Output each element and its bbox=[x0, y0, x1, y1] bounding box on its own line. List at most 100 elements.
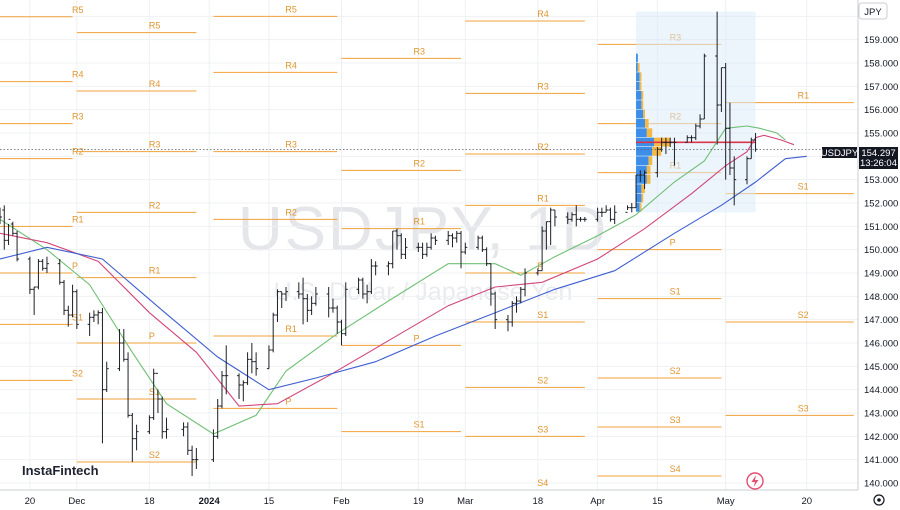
pivot-label: S1 bbox=[798, 182, 809, 192]
profile-bar bbox=[641, 91, 644, 100]
ohlc-bar bbox=[360, 277, 365, 299]
ohlc-bar bbox=[433, 235, 438, 245]
brand-logo: InstaFintech bbox=[22, 463, 99, 478]
last-price-value: 154.297 bbox=[861, 148, 895, 159]
watermark-subtitle: U.S. Dollar / Japanese Yen bbox=[274, 278, 573, 306]
ohlc-bar bbox=[313, 287, 318, 306]
profile-bar bbox=[637, 63, 640, 72]
profile-bar bbox=[641, 193, 644, 203]
ohlc-bar bbox=[689, 135, 694, 143]
x-tick-label: Apr bbox=[590, 496, 605, 507]
ohlc-bar bbox=[87, 312, 92, 336]
lightning-icon[interactable] bbox=[746, 472, 764, 490]
ohlc-bar bbox=[540, 226, 545, 272]
ohlc-bar bbox=[698, 114, 703, 129]
ohlc-bar bbox=[245, 352, 250, 385]
profile-bar bbox=[636, 81, 640, 91]
ohlc-bar bbox=[10, 221, 15, 236]
pivot-label: R4 bbox=[537, 9, 549, 19]
ohlc-bar bbox=[723, 63, 728, 180]
ohlc-bar bbox=[488, 263, 493, 306]
ohlc-bar bbox=[535, 268, 540, 276]
ohlc-bar bbox=[36, 259, 41, 290]
x-tick-label: 19 bbox=[413, 496, 424, 507]
ohlc-bar bbox=[484, 247, 489, 266]
chart-overlay: InstaFintech JPY USDJPY 154.297 13:26:04 bbox=[22, 2, 898, 506]
profile-bar bbox=[639, 203, 642, 212]
ohlc-bar bbox=[608, 207, 613, 222]
pivot-label: R3 bbox=[72, 112, 84, 122]
ohlc-bar bbox=[570, 212, 574, 222]
pivot-label: R4 bbox=[149, 79, 161, 89]
ohlc-bar bbox=[476, 235, 481, 250]
ohlc-bar bbox=[446, 231, 451, 245]
ohlc-bar bbox=[0, 207, 2, 224]
ohlc-bar bbox=[420, 242, 425, 259]
profile-bar bbox=[636, 165, 647, 175]
x-tick-label: Feb bbox=[333, 496, 349, 507]
pivot-label: R1 bbox=[413, 217, 425, 227]
indicator-line bbox=[0, 155, 807, 391]
ohlc-bar bbox=[335, 305, 340, 334]
y-tick-label: 143.000 bbox=[864, 409, 898, 420]
pivot-label: R5 bbox=[285, 4, 297, 14]
y-tick-label: 146.000 bbox=[864, 339, 898, 350]
profile-bar bbox=[641, 100, 644, 110]
ohlc-bar bbox=[727, 102, 732, 175]
profile-bar bbox=[636, 203, 640, 212]
currency-button[interactable]: JPY bbox=[858, 2, 888, 20]
ohlc-bar bbox=[663, 137, 668, 154]
ohlc-bar bbox=[745, 156, 750, 185]
y-tick-label: 157.000 bbox=[864, 82, 898, 93]
x-tick-label: 18 bbox=[144, 496, 155, 507]
y-tick-label: 149.000 bbox=[864, 269, 898, 280]
ohlc-bar bbox=[224, 345, 229, 395]
ohlc-bar bbox=[215, 399, 220, 439]
pivot-label: S1 bbox=[670, 287, 681, 297]
pivot-label: R2 bbox=[285, 207, 297, 217]
pivot-label: S1 bbox=[537, 310, 548, 320]
profile-bar bbox=[636, 109, 644, 119]
settings-icon[interactable] bbox=[873, 494, 885, 506]
ohlc-bar bbox=[6, 218, 11, 245]
y-tick-label: 140.000 bbox=[864, 479, 898, 490]
ohlc-bar bbox=[266, 345, 271, 370]
ohlc-bar bbox=[604, 205, 609, 213]
y-tick-label: 141.000 bbox=[864, 455, 898, 466]
ohlc-bar bbox=[715, 11, 720, 145]
ohlc-bar bbox=[219, 371, 224, 409]
y-tick-label: 150.000 bbox=[864, 245, 898, 256]
profile-bar bbox=[639, 72, 642, 82]
moving-averages bbox=[0, 125, 807, 435]
x-tick-label: May bbox=[717, 496, 735, 507]
ohlc-bar bbox=[70, 284, 75, 318]
watermark-title: USDJPY, 1D bbox=[238, 195, 608, 264]
ohlc-bar bbox=[305, 294, 310, 322]
ohlc-bar bbox=[672, 137, 677, 166]
symbol-label: USDJPY bbox=[821, 148, 859, 159]
ohlc-bar bbox=[164, 417, 169, 439]
y-tick-label: 142.000 bbox=[864, 432, 898, 443]
price-axis-panel bbox=[858, 0, 900, 510]
profile-bar bbox=[648, 156, 653, 166]
pivot-label: R5 bbox=[72, 5, 84, 15]
ohlc-bar bbox=[510, 301, 515, 327]
ohlc-bar bbox=[343, 282, 348, 336]
ohlc-bar bbox=[582, 217, 587, 222]
y-tick-label: 144.000 bbox=[864, 385, 898, 396]
pivot-label: R1 bbox=[798, 91, 810, 101]
profile-bar bbox=[646, 175, 651, 184]
ohlc-bar bbox=[32, 286, 37, 315]
time-axis-panel bbox=[0, 490, 900, 510]
ohlc-bar bbox=[151, 368, 156, 420]
pivot-label: S1 bbox=[72, 312, 83, 322]
pivot-label: R2 bbox=[537, 142, 549, 152]
profile-bar bbox=[636, 184, 642, 194]
x-tick-label: 15 bbox=[264, 496, 275, 507]
ohlc-bar bbox=[685, 135, 690, 143]
ohlc-bar bbox=[480, 235, 485, 252]
ohlc-bar bbox=[599, 207, 604, 217]
pivot-label: R4 bbox=[285, 60, 297, 70]
y-tick-label: 156.000 bbox=[864, 105, 898, 116]
